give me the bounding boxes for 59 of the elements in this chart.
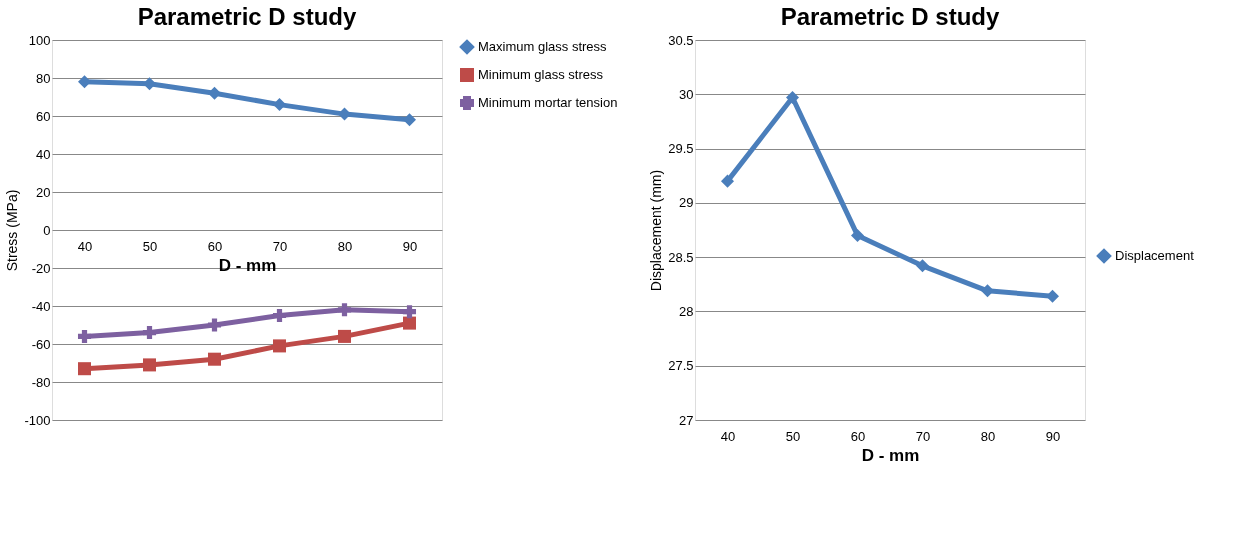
x-tick-label: 40 — [720, 428, 736, 444]
y-tick-label: 28.5 — [668, 249, 694, 265]
y-tick-label: 28 — [679, 303, 694, 319]
point — [402, 316, 417, 330]
y-tick-label: 80 — [36, 70, 51, 86]
x-tick-label: 70 — [272, 238, 288, 254]
point — [402, 305, 417, 319]
y-tick-label: 29 — [679, 195, 694, 211]
point — [337, 329, 352, 343]
y-tick-label: -80 — [31, 374, 51, 390]
point — [142, 358, 157, 372]
x-axis-title: D - mm — [218, 255, 277, 275]
point — [272, 339, 287, 353]
y-tick-label: 27 — [679, 412, 694, 428]
chart-title: Parametric D study — [137, 3, 358, 30]
x-tick-label: 50 — [142, 238, 158, 254]
x-tick-label: 60 — [207, 238, 223, 254]
legend-label: Minimum mortar tension — [478, 95, 618, 110]
point — [142, 326, 157, 340]
legend-label: Maximum glass stress — [478, 39, 608, 54]
x-tick-label: 40 — [77, 238, 93, 254]
point — [915, 259, 930, 273]
y-axis-title: Stress (MPa) — [4, 189, 21, 272]
point — [77, 362, 92, 376]
y-tick-label: 30.5 — [668, 32, 694, 48]
point — [77, 329, 92, 343]
x-tick-label: 60 — [850, 428, 866, 444]
x-tick-label: 50 — [785, 428, 801, 444]
point — [785, 91, 800, 105]
x-tick-label: 80 — [337, 238, 353, 254]
y-tick-label: -100 — [24, 412, 51, 428]
y-tick-label: 100 — [28, 32, 51, 48]
point — [337, 303, 352, 317]
y-tick-label: 29.5 — [668, 141, 694, 157]
y-tick-label: -60 — [31, 336, 51, 352]
y-tick-label: -20 — [31, 260, 51, 276]
y-tick-label: 0 — [43, 222, 51, 238]
point — [207, 318, 222, 332]
point — [720, 174, 735, 188]
y-tick-label: 40 — [36, 146, 51, 162]
point — [272, 98, 287, 112]
y-tick-label: 20 — [36, 184, 51, 200]
x-axis-title: D - mm — [861, 445, 920, 465]
point — [207, 352, 222, 366]
point — [402, 113, 417, 127]
y-axis-title: Displacement (mm) — [648, 169, 665, 292]
point — [850, 228, 865, 242]
legend-label: Displacement — [1115, 248, 1195, 263]
y-tick-label: -40 — [31, 298, 51, 314]
chart-title: Parametric D study — [780, 3, 1001, 30]
x-tick-label: 70 — [915, 428, 931, 444]
y-tick-label: 60 — [36, 108, 51, 124]
x-tick-label: 80 — [980, 428, 996, 444]
legend-label: Minimum glass stress — [478, 67, 604, 82]
x-tick-label: 90 — [1045, 428, 1061, 444]
x-tick-label: 90 — [402, 238, 418, 254]
y-tick-label: 30 — [679, 86, 694, 102]
y-tick-label: 27.5 — [668, 358, 694, 374]
point — [272, 308, 287, 323]
